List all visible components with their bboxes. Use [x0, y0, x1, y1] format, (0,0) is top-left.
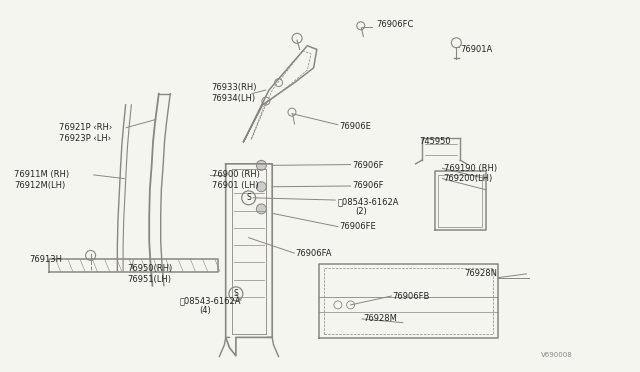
Text: 76913H: 76913H [29, 255, 63, 264]
Text: 76906F: 76906F [352, 161, 383, 170]
Text: 769200(LH): 769200(LH) [444, 174, 493, 183]
Text: 745950: 745950 [419, 137, 451, 146]
Text: 769190 (RH): 769190 (RH) [444, 164, 497, 173]
Text: 76906FC: 76906FC [376, 20, 413, 29]
Text: 76906FB: 76906FB [393, 292, 430, 301]
Text: S: S [234, 289, 238, 298]
Text: 76928M: 76928M [364, 314, 397, 323]
Text: 76900 (RH): 76900 (RH) [212, 170, 260, 179]
Text: 76923P ‹LH›: 76923P ‹LH› [59, 134, 111, 142]
Text: Ⓝ08543-6162A: Ⓝ08543-6162A [179, 296, 241, 305]
Text: 76906FA: 76906FA [296, 250, 332, 259]
Text: 76933(RH): 76933(RH) [212, 83, 257, 92]
Text: 76951(LH): 76951(LH) [127, 275, 172, 283]
Text: 76934(LH): 76934(LH) [212, 94, 256, 103]
Text: 76921P ‹RH›: 76921P ‹RH› [59, 123, 112, 132]
Text: (4): (4) [199, 306, 211, 315]
Text: 76912M(LH): 76912M(LH) [14, 181, 65, 190]
Text: 76911M (RH): 76911M (RH) [14, 170, 69, 179]
Circle shape [257, 160, 266, 170]
Text: 76928N: 76928N [465, 269, 498, 278]
Text: S: S [246, 193, 251, 202]
Text: Ⓝ08543-6162A: Ⓝ08543-6162A [337, 197, 399, 206]
Text: V690008: V690008 [540, 352, 572, 358]
Circle shape [257, 182, 266, 192]
Circle shape [257, 204, 266, 214]
Text: 76901A: 76901A [460, 45, 492, 54]
Text: 76906F: 76906F [352, 182, 383, 190]
Text: (2): (2) [356, 207, 367, 217]
Text: 76906E: 76906E [339, 122, 371, 131]
Text: 76950(RH): 76950(RH) [127, 264, 173, 273]
Text: 76901 (LH): 76901 (LH) [212, 181, 259, 190]
Text: 76906FE: 76906FE [339, 222, 376, 231]
